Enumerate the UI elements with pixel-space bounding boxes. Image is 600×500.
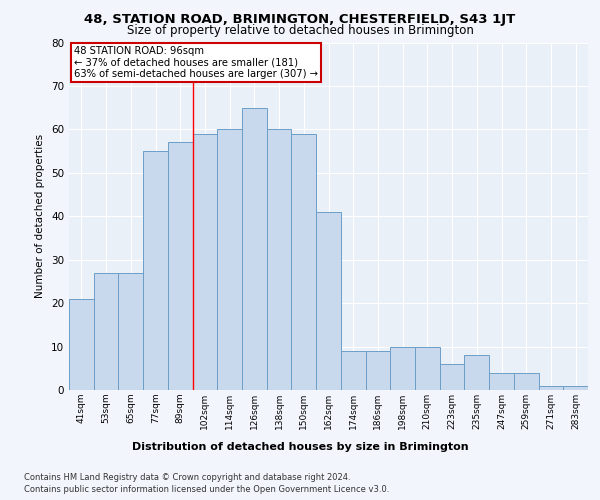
Text: Distribution of detached houses by size in Brimington: Distribution of detached houses by size … (131, 442, 469, 452)
Bar (168, 142, 193, 390)
Bar (316, 212, 341, 390)
Bar (341, 351, 365, 390)
Bar (292, 134, 316, 390)
Bar (390, 346, 415, 390)
Bar (440, 364, 464, 390)
Bar (193, 134, 217, 390)
Bar (365, 351, 390, 390)
Bar (415, 346, 440, 390)
Bar (69, 299, 94, 390)
Text: Size of property relative to detached houses in Brimington: Size of property relative to detached ho… (127, 24, 473, 37)
Bar (267, 130, 292, 390)
Bar (539, 386, 563, 390)
Text: 48 STATION ROAD: 96sqm
← 37% of detached houses are smaller (181)
63% of semi-de: 48 STATION ROAD: 96sqm ← 37% of detached… (74, 46, 318, 79)
Bar (514, 372, 539, 390)
Bar (94, 272, 118, 390)
Bar (464, 355, 489, 390)
Bar (143, 151, 168, 390)
Y-axis label: Number of detached properties: Number of detached properties (35, 134, 46, 298)
Text: Contains HM Land Registry data © Crown copyright and database right 2024.: Contains HM Land Registry data © Crown c… (24, 472, 350, 482)
Text: 48, STATION ROAD, BRIMINGTON, CHESTERFIELD, S43 1JT: 48, STATION ROAD, BRIMINGTON, CHESTERFIE… (85, 12, 515, 26)
Bar (489, 372, 514, 390)
Bar (563, 386, 588, 390)
Text: Contains public sector information licensed under the Open Government Licence v3: Contains public sector information licen… (24, 485, 389, 494)
Bar (217, 130, 242, 390)
Bar (242, 108, 267, 390)
Bar (118, 272, 143, 390)
